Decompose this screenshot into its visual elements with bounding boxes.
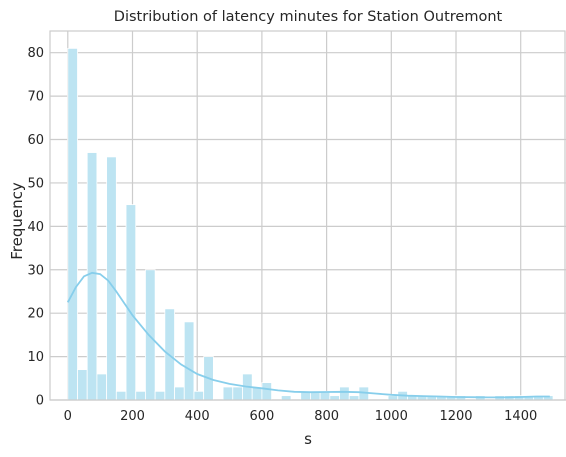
y-axis-label: Frequency [8, 182, 26, 260]
x-tick-label: 1000 [375, 409, 408, 424]
y-tick-label: 80 [27, 46, 44, 61]
y-tick-label: 0 [36, 394, 44, 409]
y-tick-label: 30 [27, 263, 44, 278]
y-tick-label: 20 [27, 307, 44, 322]
x-tick-label: 200 [120, 409, 145, 424]
histogram-bar [261, 382, 273, 401]
histogram-bar [135, 390, 146, 401]
y-tick-label: 70 [27, 90, 44, 105]
x-tick-label: 800 [314, 409, 339, 424]
y-tick-label: 60 [27, 133, 44, 148]
x-axis-label: s [304, 430, 312, 448]
plot-frame [49, 30, 566, 401]
histogram-bar [387, 395, 399, 401]
y-tick-label: 10 [27, 350, 44, 365]
x-tick-label: 400 [185, 409, 210, 424]
histogram-bar [339, 386, 350, 401]
histogram-bar [77, 369, 88, 401]
histogram-bar [125, 204, 137, 401]
chart-title: Distribution of latency minutes for Stat… [114, 9, 503, 25]
x-tick-label: 1200 [439, 409, 472, 424]
histogram-bar [222, 386, 234, 401]
histogram-bars [67, 47, 554, 401]
histogram-bar [348, 395, 360, 401]
histogram-bar [115, 390, 127, 401]
histogram-bar [183, 321, 195, 401]
histogram-bar [154, 390, 166, 401]
kde-curve [67, 271, 550, 399]
x-tick-labels: 0 200 400 600 800 1000 1200 1400 [64, 409, 538, 424]
histogram-bar [86, 152, 98, 401]
histogram-bar [174, 386, 185, 401]
histogram-bar [106, 156, 117, 401]
histogram-bar [193, 390, 205, 401]
y-tick-labels: 0 10 20 30 40 50 60 70 80 [27, 46, 44, 408]
histogram-bar [67, 47, 78, 401]
histogram-bar [145, 269, 156, 401]
histogram-bar [280, 395, 292, 401]
x-tick-label: 1400 [504, 409, 537, 424]
y-tick-label: 50 [27, 176, 44, 191]
histogram-bar [329, 395, 340, 401]
histogram-bar [96, 373, 108, 401]
y-tick-label: 40 [27, 220, 44, 235]
histogram-bar [232, 386, 243, 401]
x-tick-label: 0 [64, 409, 72, 424]
x-tick-label: 600 [249, 409, 274, 424]
